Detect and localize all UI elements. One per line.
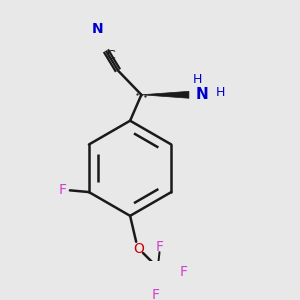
Text: F: F: [152, 288, 160, 300]
Text: F: F: [155, 240, 164, 254]
Polygon shape: [141, 91, 189, 98]
Text: C: C: [107, 50, 116, 62]
Text: N: N: [92, 22, 103, 36]
Text: H: H: [193, 73, 202, 86]
Text: F: F: [180, 265, 188, 279]
Text: O: O: [133, 242, 144, 256]
Text: F: F: [59, 183, 67, 197]
Text: N: N: [196, 87, 208, 102]
Text: H: H: [216, 86, 226, 99]
